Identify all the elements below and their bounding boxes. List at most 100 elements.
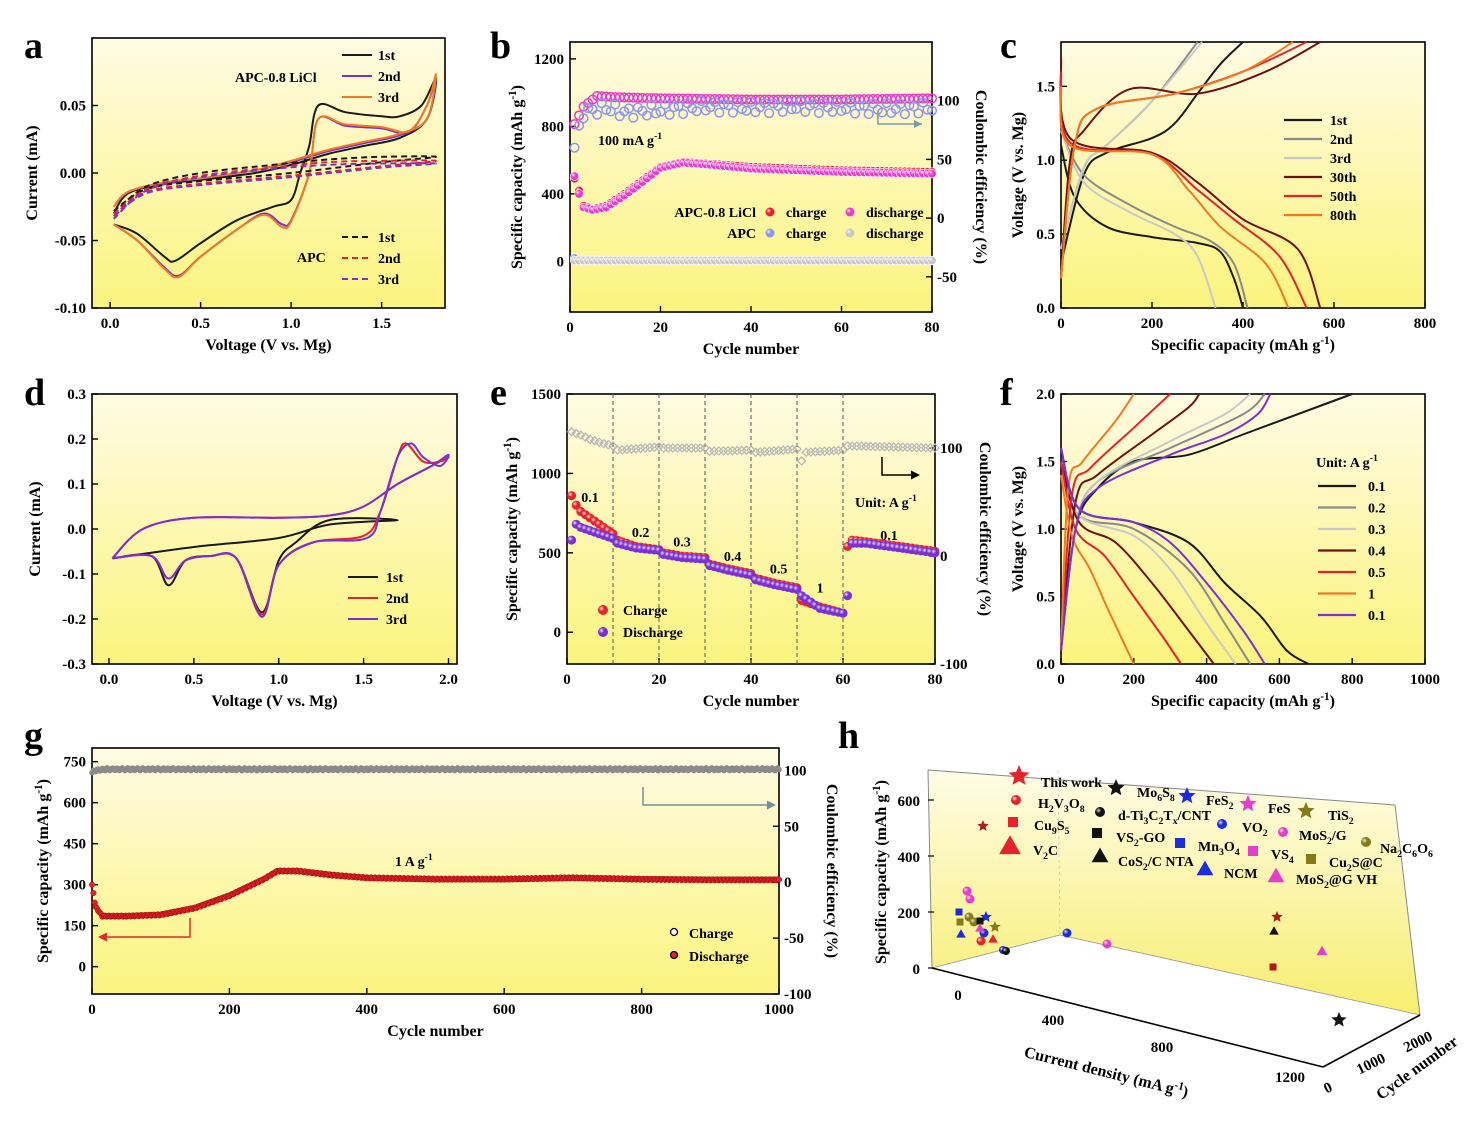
legend-label: Discharge [623,626,683,641]
plot-background [1061,42,1425,308]
rate-annotation: 100 mA g-1 [598,131,662,149]
ce-marker [828,445,839,456]
ce-marker [640,443,651,453]
x-axis-line [931,967,1324,1068]
ce-marker [626,444,637,454]
ce-point [776,766,782,773]
ce-marker [787,444,798,455]
ce-point [850,108,861,119]
y-tick-label: 1500 [531,387,561,403]
discharge-point [88,881,95,888]
legend-marker-shine [598,627,608,637]
legend-marker-this-work [1008,765,1030,785]
x-tick-label: 600 [1268,672,1291,688]
legend-label: 1st [386,571,403,586]
ce-point [673,100,684,111]
panel-label: d [24,372,45,414]
legend-marker-cu9s5 [1008,817,1018,827]
legend-marker-cu2s-c [1306,854,1316,864]
ce-point [646,99,657,110]
panel-a: a 0.0 0.5 1.0 1.5 -0.10 -0.05 0.00 0.05 Voltage (… [24,25,446,354]
legend-label: 0.5 [1368,566,1386,581]
data-point-shine [1002,947,1010,955]
gcd-curve-3rd-discharge [1060,130,1217,309]
gcd-curve-0.1-discharge [1060,447,1266,665]
discharge-point-shine [930,548,940,558]
y2-tick-label: 100 [784,763,807,779]
plot-frame [91,37,446,309]
legend-label: 3rd [386,613,407,628]
rate-label: 1 [817,582,824,597]
x-tick-label: 0.5 [191,316,210,332]
ce-marker [815,446,825,457]
ce-point [592,109,603,120]
legend-marker-fes [1239,795,1257,812]
ce-point [678,109,689,120]
ce-marker [805,447,816,457]
legend-marker-shine [598,605,608,615]
y-axis-label: Current (mA) [27,481,44,576]
y-tick-label: -0.3 [62,657,86,673]
x-tick-label: 80 [925,320,940,336]
y-tick-label: 0.2 [67,432,86,448]
legend-label: Charge [623,604,667,619]
ce-marker [631,443,641,454]
ce-point [782,96,793,107]
gcd-curve-30th-charge [1060,41,1321,279]
gcd-curve-80th-discharge [1059,86,1290,309]
y2-tick-label: -100 [940,657,968,673]
panel-c: c 0 200 400 600 800 0.0 0.5 1.0 1.5 Specific capac… [1000,25,1436,354]
x-tick-label: 600 [1323,316,1346,332]
legend-marker-v2c [999,835,1021,855]
panel-e: e 0 20 40 60 80 0 500 1000 1500 -100 0 100 Cycle numb… [490,372,993,710]
ce-point [926,93,938,104]
legend-label: TiS2 [1328,809,1354,827]
axis-edge [1394,804,1421,1016]
y2-tick-label: -100 [784,987,812,1003]
x-tick-label: 400 [1042,1013,1065,1029]
legend-marker [669,927,679,937]
cv-curve-2nd [113,159,437,217]
data-point [1271,911,1283,922]
cv-curve-1st [112,77,438,263]
z-axis-line [1322,1014,1421,1068]
legend-label: 0.1 [1368,480,1386,495]
legend-label: MoS2@G VH [1296,873,1377,891]
ce-marker [796,456,807,466]
y-axis-label: Specific capacity (mAh g-1) [507,85,526,269]
legend-label: 2nd [378,70,401,85]
legend-label: 3rd [378,273,399,288]
ce-point [908,101,919,112]
legend-label: Cu2S@C [1329,856,1383,874]
axis-edge [927,769,1396,806]
ce-point [709,96,720,108]
discharge-point-shine [792,584,802,594]
ce-marker [833,445,844,456]
gcd-curve-1-discharge [1060,474,1135,665]
legend-label: 0.4 [1368,545,1386,560]
x-tick-label: 200 [218,1002,241,1018]
legend-label: Mo6S8 [1137,786,1175,804]
legend-marker-mos2-g-shine [1278,827,1288,837]
discharge-point-shine [567,535,577,545]
ce-point [904,100,915,111]
legend-label: 2nd [386,592,409,607]
ce-point [922,104,933,115]
ce-point [714,107,725,118]
ce-point [795,96,806,107]
data-point-shine [1062,928,1072,938]
discharge-point [90,889,97,896]
legend-marker-h2v3o8-shine [1011,795,1021,805]
x-axis-label: Voltage (V vs. Mg) [205,337,331,354]
data-point-shine [962,886,972,896]
y-tick-label: 0.5 [1036,227,1055,243]
x-tick-label: 1000 [764,1002,794,1018]
legend-label: Mn3O4 [1198,840,1240,858]
x-tick-label: 400 [1195,672,1218,688]
y-tick-label: 0 [557,254,565,270]
legend-label: 2nd [1330,133,1353,148]
plot-frame [91,747,780,995]
gcd-curve-0.4-discharge [1060,461,1215,665]
ce-marker [612,445,623,456]
ce-point [831,96,843,107]
